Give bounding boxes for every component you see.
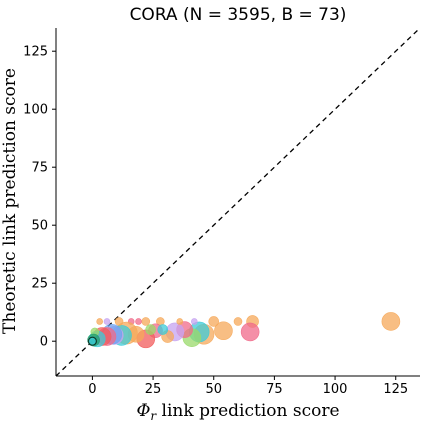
x-tick-label: 0 — [88, 382, 96, 397]
y-tick-label: 50 — [31, 219, 48, 234]
x-tick-label: 100 — [323, 382, 348, 397]
y-tick-label: 25 — [31, 277, 48, 292]
y-axis-label: Theoretic link prediction score — [0, 68, 20, 334]
data-point — [214, 321, 233, 341]
chart-title: CORA (N = 3595, B = 73) — [130, 5, 347, 25]
x-ticks: 0 25 50 75 100 125 — [88, 376, 408, 397]
y-tick-label: 125 — [23, 45, 48, 60]
y-ticks: 0 25 50 75 100 125 — [23, 45, 56, 350]
x-tick-label: 25 — [145, 382, 162, 397]
data-point — [145, 324, 156, 335]
x-tick-label: 75 — [266, 382, 283, 397]
x-tick-label: 125 — [383, 382, 408, 397]
data-point — [176, 318, 184, 325]
y-tick-label: 0 — [40, 335, 48, 350]
points-layer — [87, 312, 401, 349]
data-point — [96, 318, 103, 325]
data-point — [89, 337, 96, 345]
data-point — [135, 318, 142, 325]
data-point — [191, 318, 198, 325]
data-point — [233, 317, 243, 326]
origin-marker — [87, 336, 98, 346]
y-tick-label: 100 — [23, 103, 48, 118]
x-axis-label: Φr link prediction score — [136, 401, 339, 423]
data-point — [157, 324, 169, 335]
data-point — [381, 312, 401, 331]
x-tick-label: 50 — [205, 382, 222, 397]
data-point — [141, 317, 151, 326]
data-point — [114, 317, 124, 326]
y-tick-label: 75 — [31, 161, 48, 176]
data-point — [240, 322, 260, 342]
axes — [55, 28, 420, 377]
data-point — [208, 316, 220, 327]
data-point — [103, 318, 111, 325]
